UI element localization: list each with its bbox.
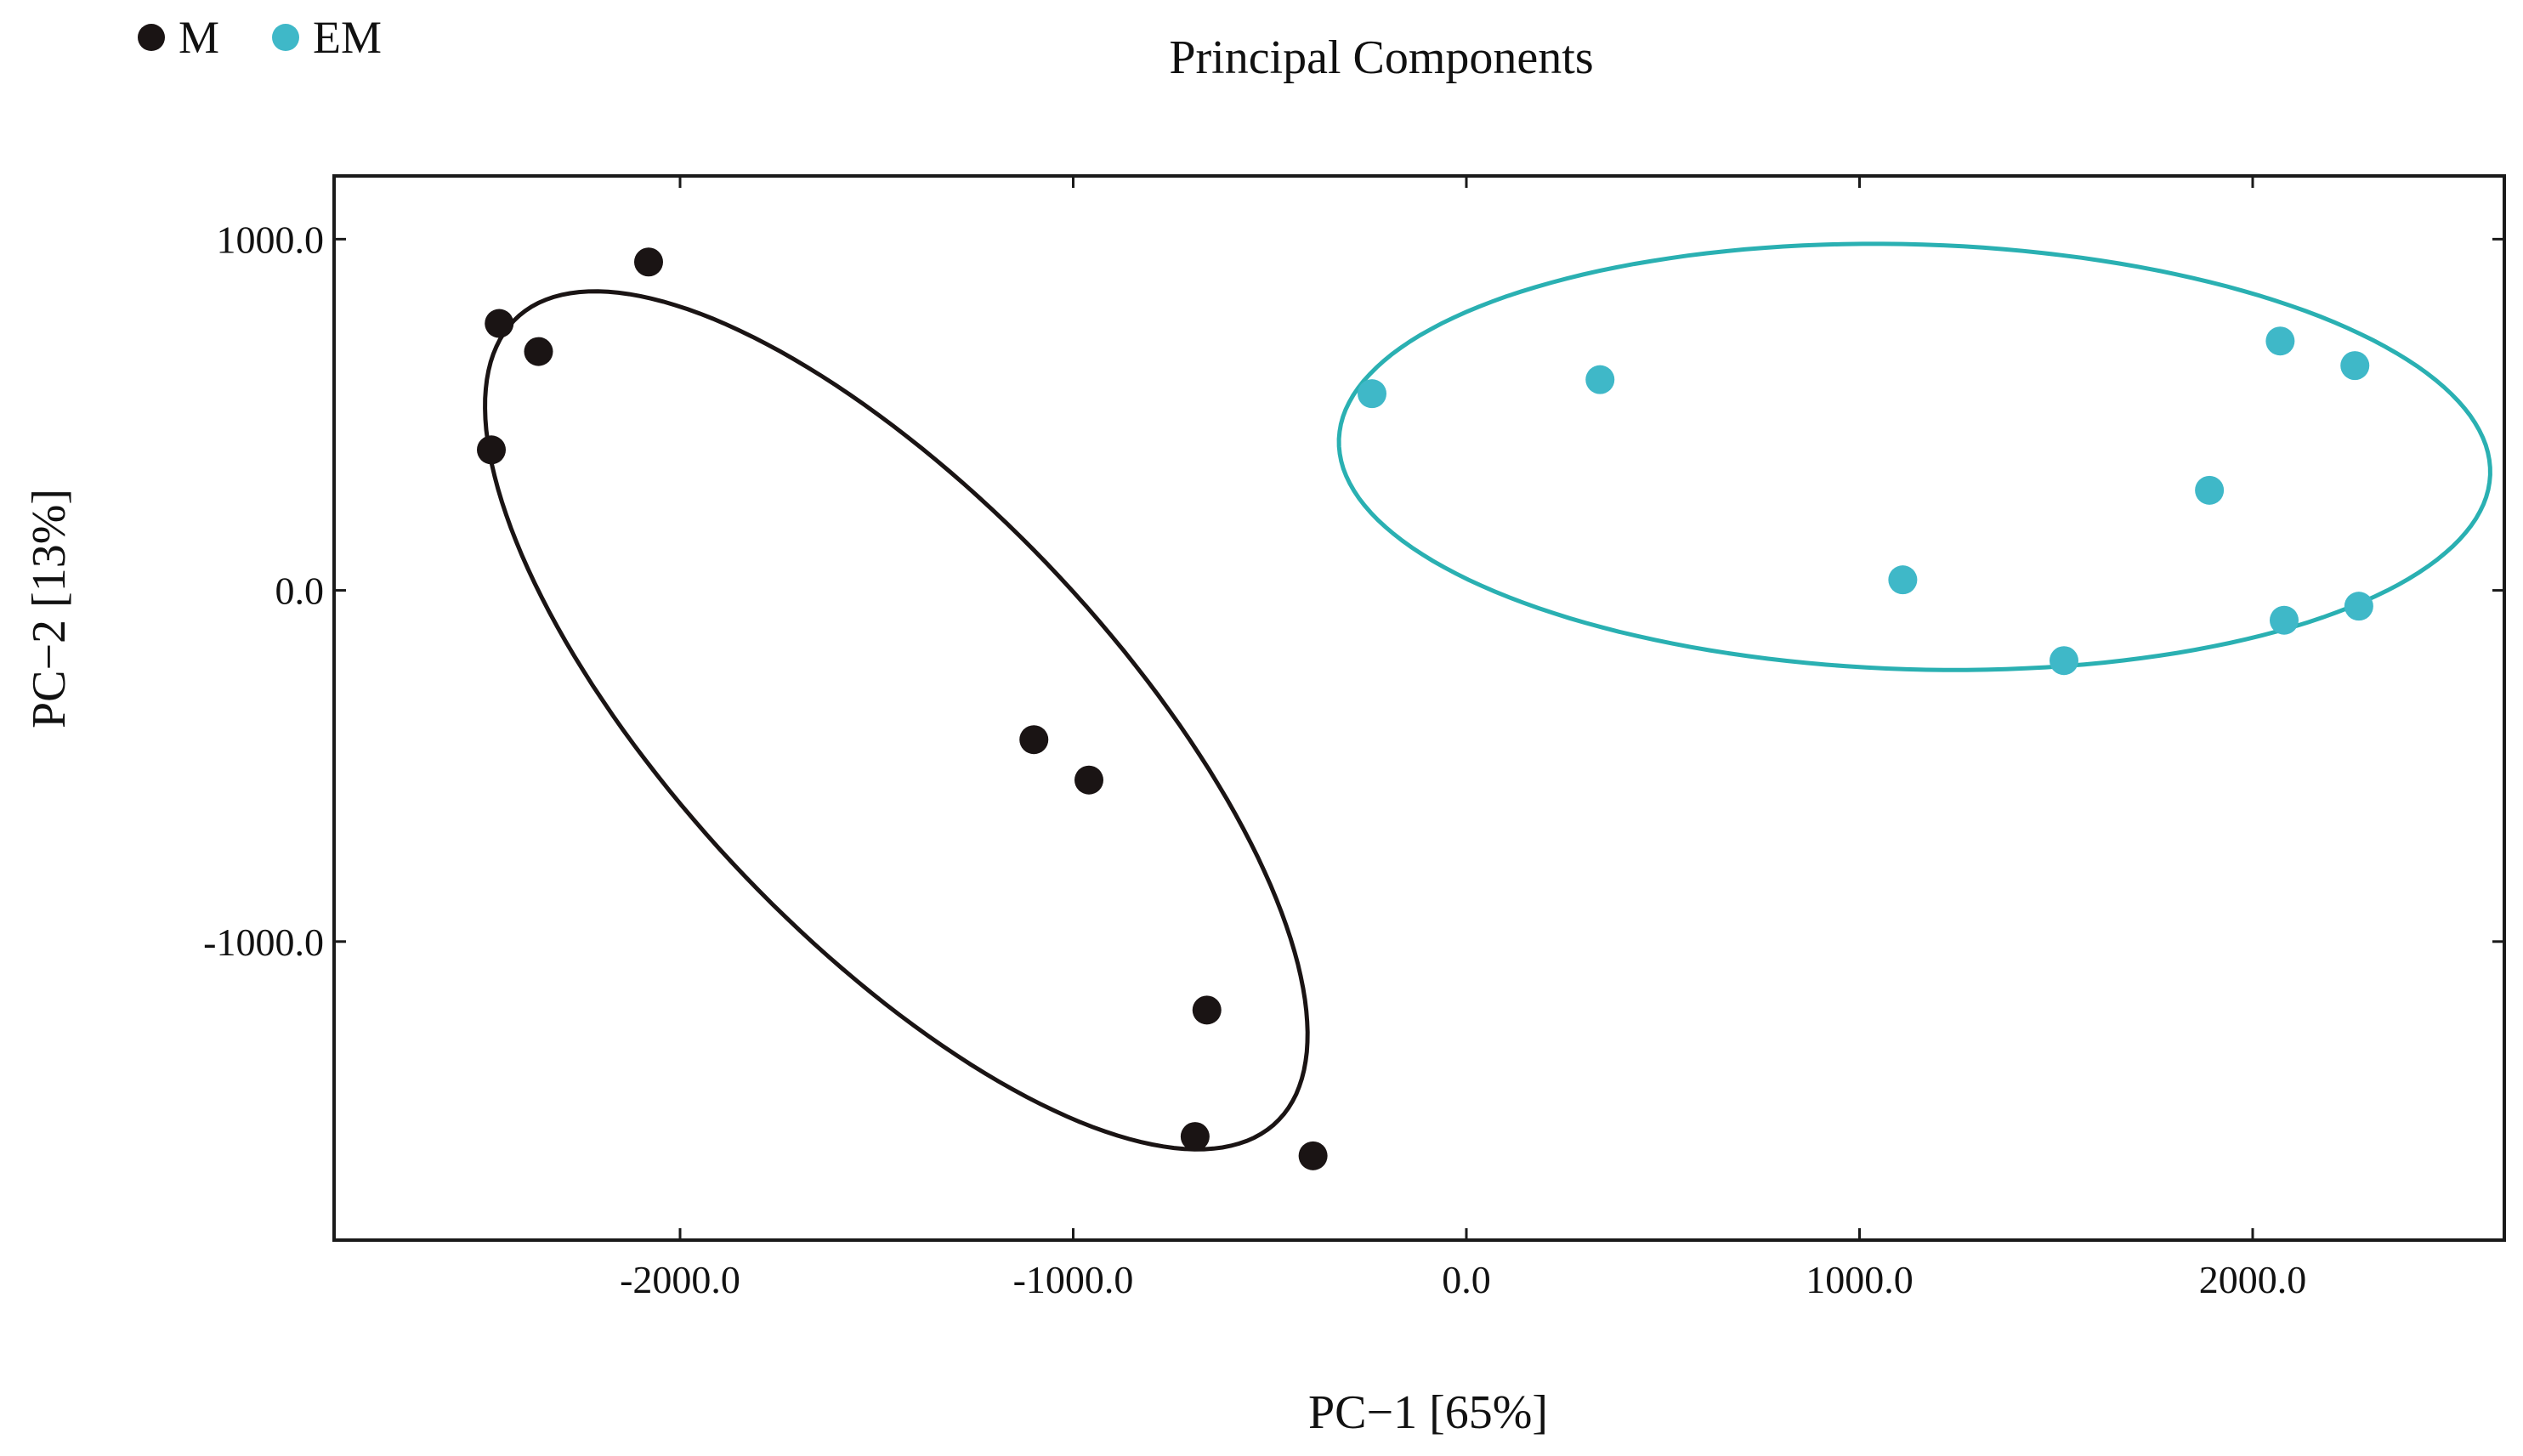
point-em — [1585, 365, 1615, 394]
point-m — [1180, 1122, 1210, 1152]
point-m — [1074, 765, 1103, 795]
point-m — [1019, 725, 1049, 755]
x-tick-label: 0.0 — [1442, 1258, 1491, 1301]
legend-label-em: EM — [313, 12, 382, 63]
point-m — [1192, 995, 1222, 1025]
point-m — [477, 435, 506, 465]
chart-title: Principal Components — [1169, 31, 1593, 84]
point-em — [2050, 646, 2078, 676]
point-em — [2265, 326, 2295, 356]
point-em — [1888, 565, 1918, 595]
y-axis-ticks: 1000.0 0.0 -1000.0 — [203, 218, 2504, 964]
x-tick-label: -1000.0 — [1013, 1258, 1134, 1301]
point-em — [2195, 475, 2225, 505]
point-em — [2344, 592, 2373, 621]
x-tick-label: 2000.0 — [2199, 1258, 2307, 1301]
data-points — [477, 247, 2373, 1170]
confidence-ellipses — [483, 241, 2492, 1152]
y-tick-label: 1000.0 — [217, 218, 325, 261]
y-tick-label: -1000.0 — [203, 921, 324, 964]
point-m — [524, 337, 553, 366]
legend-marker-m — [138, 24, 165, 51]
point-m — [634, 247, 663, 277]
point-em — [2340, 351, 2370, 381]
legend: M EM — [138, 12, 382, 63]
legend-marker-em — [272, 24, 299, 51]
ellipse-em — [1336, 241, 2492, 672]
x-axis-ticks: -2000.0 -1000.0 0.0 1000.0 2000.0 — [620, 176, 2306, 1301]
y-tick-label: 0.0 — [275, 569, 325, 613]
legend-label-m: M — [179, 12, 219, 63]
x-axis-title: PC−1 [65%] — [1308, 1386, 1548, 1439]
point-em — [2270, 605, 2299, 635]
y-axis-title: PC−2 [13%] — [23, 489, 76, 728]
x-tick-label: -2000.0 — [620, 1258, 740, 1301]
plot-area-frame — [332, 174, 2506, 1242]
x-tick-label: 1000.0 — [1806, 1258, 1914, 1301]
point-m — [485, 309, 514, 338]
ellipse-m — [483, 289, 1310, 1152]
point-m — [1298, 1141, 1328, 1170]
point-em — [1358, 379, 1386, 409]
